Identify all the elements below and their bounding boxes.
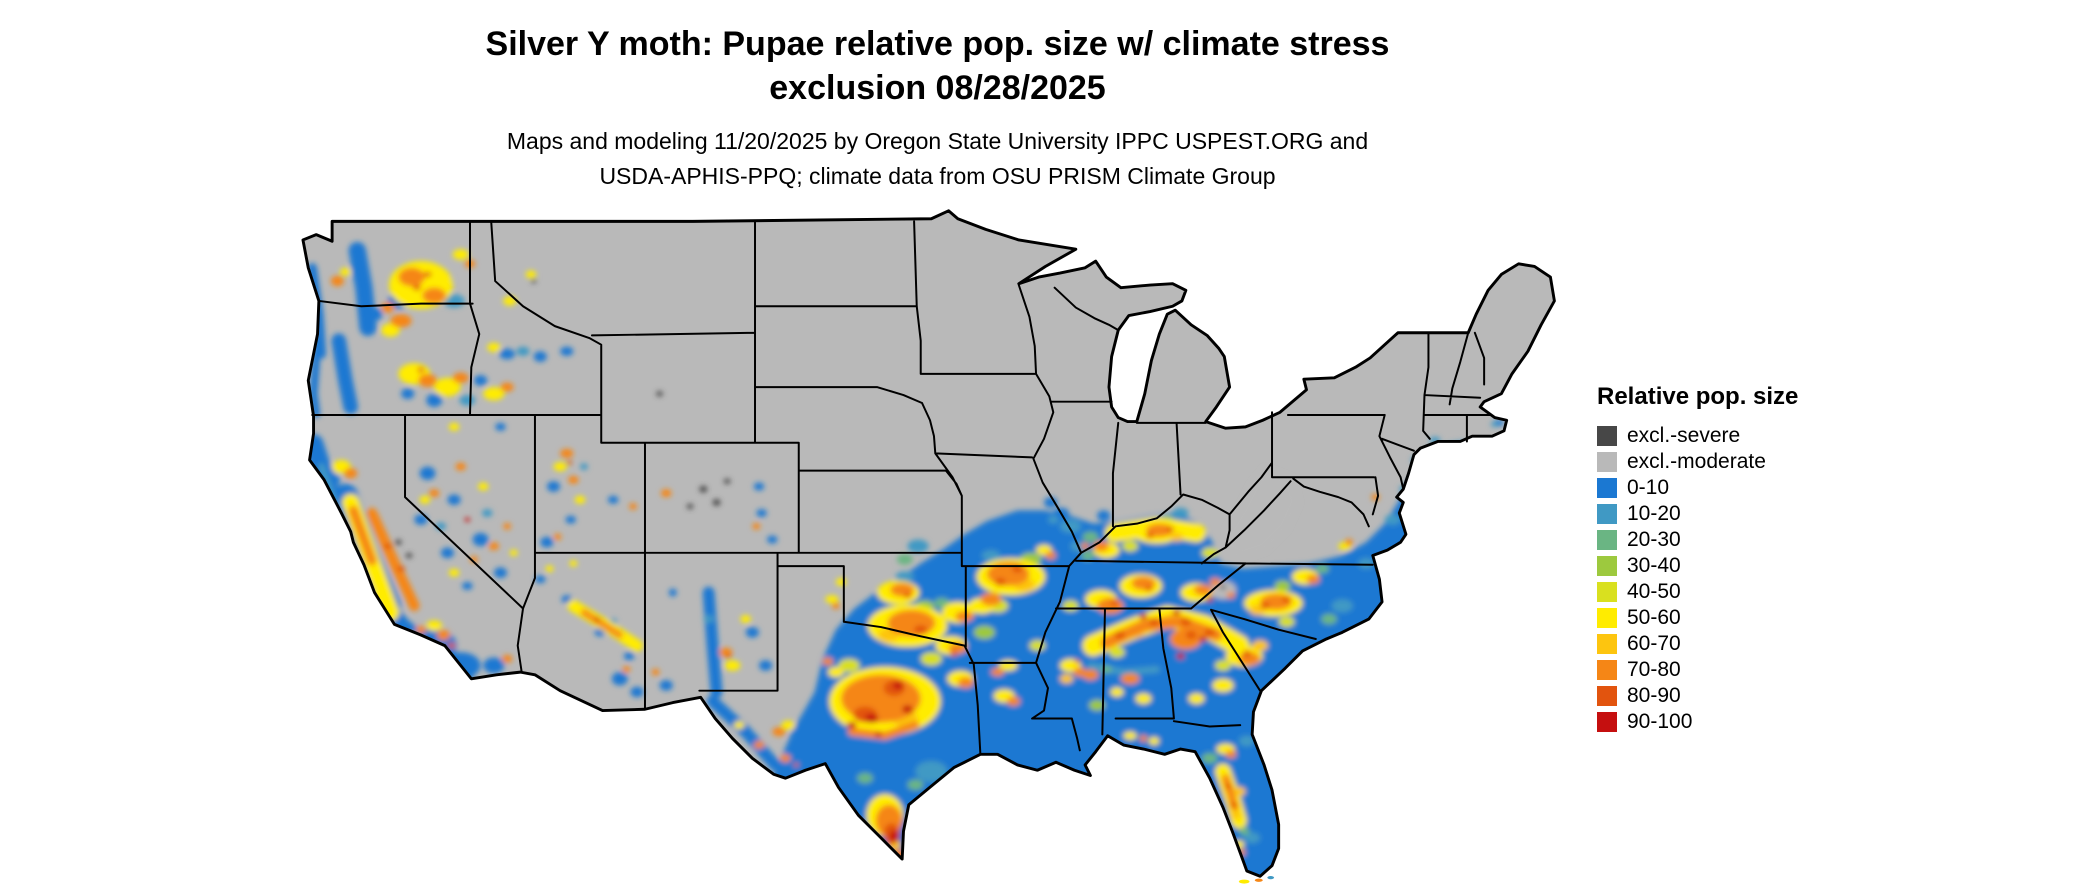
- legend-swatch: [1597, 530, 1617, 550]
- conus-map-svg: [301, 209, 1556, 884]
- legend-label: 10-20: [1627, 502, 1681, 525]
- legend-swatch: [1597, 582, 1617, 602]
- legend-label: 20-30: [1627, 528, 1681, 551]
- legend: Relative pop. size excl.-severe excl.-mod…: [1597, 383, 1857, 735]
- figure-title: Silver Y moth: Pupae relative pop. size …: [0, 22, 1875, 110]
- legend-item: 80-90: [1597, 683, 1857, 709]
- legend-item: 0-10: [1597, 475, 1857, 501]
- figure-title-line2: exclusion 08/28/2025: [769, 69, 1106, 107]
- legend-swatch: [1597, 660, 1617, 680]
- legend-swatch: [1597, 478, 1617, 498]
- legend-swatch: [1597, 634, 1617, 654]
- legend-label: 0-10: [1627, 476, 1670, 499]
- legend-swatch: [1597, 686, 1617, 706]
- figure-title-line1: Silver Y moth: Pupae relative pop. size …: [485, 25, 1390, 63]
- florida-keys: [1238, 876, 1275, 884]
- legend-label: 80-90: [1627, 684, 1681, 707]
- legend-item: 50-60: [1597, 605, 1857, 631]
- legend-item: 60-70: [1597, 631, 1857, 657]
- figure-subtitle: Maps and modeling 11/20/2025 by Oregon S…: [0, 124, 1875, 194]
- conus-map: [295, 208, 1565, 891]
- legend-item: 10-20: [1597, 501, 1857, 527]
- figure-subtitle-line1: Maps and modeling 11/20/2025 by Oregon S…: [506, 128, 1369, 154]
- legend-swatch: [1597, 712, 1617, 732]
- legend-item: 20-30: [1597, 527, 1857, 553]
- legend-label: 70-80: [1627, 658, 1681, 681]
- legend-label: excl.-moderate: [1627, 450, 1766, 473]
- legend-item: 30-40: [1597, 553, 1857, 579]
- legend-item: excl.-moderate: [1597, 449, 1857, 475]
- legend-label: 50-60: [1627, 606, 1681, 629]
- legend-title: Relative pop. size: [1597, 383, 1799, 410]
- legend-label: 90-100: [1627, 710, 1693, 733]
- legend-swatch: [1597, 426, 1617, 446]
- legend-items: excl.-severe excl.-moderate 0-10 10-20 20-30…: [1597, 423, 1857, 735]
- legend-label: 40-50: [1627, 580, 1681, 603]
- legend-swatch: [1597, 556, 1617, 576]
- legend-label: 60-70: [1627, 632, 1681, 655]
- legend-item: 90-100: [1597, 709, 1857, 735]
- legend-label: 30-40: [1627, 554, 1681, 577]
- legend-swatch: [1597, 452, 1617, 472]
- legend-swatch: [1597, 608, 1617, 628]
- legend-item: 40-50: [1597, 579, 1857, 605]
- legend-item: excl.-severe: [1597, 423, 1857, 449]
- legend-label: excl.-severe: [1627, 424, 1741, 447]
- legend-swatch: [1597, 504, 1617, 524]
- figure-subtitle-line2: USDA-APHIS-PPQ; climate data from OSU PR…: [599, 163, 1276, 189]
- state-borders: [301, 209, 1556, 878]
- legend-item: 70-80: [1597, 657, 1857, 683]
